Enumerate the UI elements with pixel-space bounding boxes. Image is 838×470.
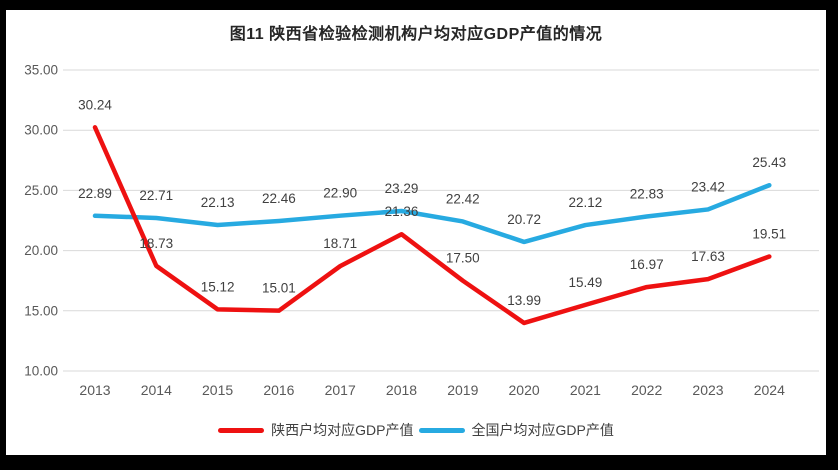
data-label: 20.72 [507, 212, 541, 227]
x-axis-tick-label: 2021 [570, 382, 601, 398]
data-label: 15.49 [569, 275, 603, 290]
data-label: 18.71 [323, 236, 357, 251]
y-axis-tick-label: 25.00 [24, 183, 58, 198]
y-axis-tick-label: 35.00 [24, 63, 58, 78]
legend-line-swatch-national [418, 427, 465, 433]
y-axis-tick-label: 10.00 [24, 364, 58, 379]
x-axis-tick-label: 2019 [447, 382, 478, 398]
data-label: 18.73 [139, 236, 173, 251]
data-label: 23.29 [385, 181, 419, 196]
x-axis-tick-label: 2014 [141, 382, 172, 398]
chart-title: 图11 陕西省检验检测机构户均对应GDP产值的情况 [229, 26, 603, 43]
x-axis-tick-label: 2020 [509, 382, 540, 398]
data-label: 22.83 [630, 187, 664, 202]
x-axis-tick-label: 2024 [754, 382, 785, 398]
data-label: 22.71 [139, 188, 173, 203]
data-label: 22.12 [569, 195, 603, 210]
chart-legend: 陕西户均对应GDP产值 全国户均对应GDP产值 [6, 420, 826, 440]
data-label: 16.97 [630, 257, 664, 272]
x-axis-tick-label: 2013 [79, 382, 110, 398]
x-axis-tick-label: 2018 [386, 382, 417, 398]
x-axis-tick-label: 2016 [263, 382, 294, 398]
series-line-national [92, 182, 772, 245]
x-axis-tick-label: 2023 [692, 382, 723, 398]
line-chart: 10.00 15.00 20.00 25.00 30.00 35.00 2013 2014 20… [24, 63, 819, 398]
data-label: 22.13 [201, 195, 235, 210]
y-axis-tick-label: 30.00 [24, 123, 58, 138]
chart-panel: 图11 陕西省检验检测机构户均对应GDP产值的情况 10.00 15.00 20.0… [6, 10, 826, 455]
data-label: 25.43 [752, 155, 786, 170]
data-label: 13.99 [507, 293, 541, 308]
data-label: 17.50 [446, 251, 480, 266]
x-axis-tick-label: 2017 [325, 382, 356, 398]
data-label: 30.24 [78, 97, 112, 112]
data-label: 21.36 [385, 204, 419, 219]
data-label: 22.90 [323, 186, 357, 201]
legend-item-national: 全国户均对应GDP产值 [418, 420, 614, 440]
data-label: 23.42 [691, 179, 725, 194]
data-label: 17.63 [691, 249, 725, 264]
y-axis-tick-label: 20.00 [24, 243, 58, 258]
data-label: 19.51 [752, 226, 786, 241]
series-line-shaanxi [92, 125, 772, 326]
data-label: 15.12 [201, 279, 235, 294]
legend-label-national: 全国户均对应GDP产值 [471, 422, 614, 438]
legend-item-shaanxi: 陕西户均对应GDP产值 [218, 420, 414, 440]
x-axis-tick-label: 2022 [631, 382, 662, 398]
data-label: 22.46 [262, 191, 296, 206]
data-label: 15.01 [262, 281, 296, 296]
data-label: 22.42 [446, 191, 480, 206]
legend-line-swatch-shaanxi [218, 427, 265, 433]
data-label: 22.89 [78, 186, 112, 201]
x-axis-tick-label: 2015 [202, 382, 233, 398]
y-axis-tick-label: 15.00 [24, 303, 58, 318]
legend-label-shaanxi: 陕西户均对应GDP产值 [271, 422, 414, 438]
